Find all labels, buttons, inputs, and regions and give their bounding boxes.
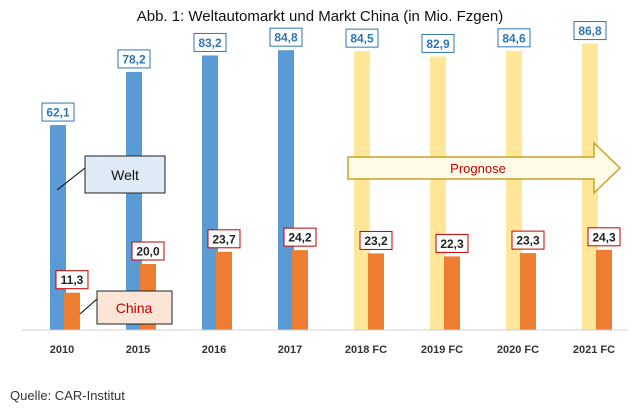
data-label-box-china xyxy=(131,241,165,261)
data-label-box-welt xyxy=(193,32,227,52)
legend-china-box xyxy=(96,290,173,325)
data-label-box-welt xyxy=(269,27,303,47)
data-label-china: 23,2 xyxy=(364,234,388,248)
x-tick-label: 2010 xyxy=(50,344,74,356)
data-label-box-china xyxy=(359,230,393,250)
bar-china xyxy=(596,249,612,330)
data-label-china: 20,0 xyxy=(136,245,160,259)
data-label-china: 23,3 xyxy=(516,234,540,248)
data-label-box-welt xyxy=(345,28,379,48)
legend-welt-label: Welt xyxy=(111,167,139,183)
data-label-box-china xyxy=(511,230,545,250)
data-label-welt: 84,8 xyxy=(274,31,298,45)
bar-welt xyxy=(50,125,66,330)
data-label-welt: 62,1 xyxy=(46,106,70,120)
bar-welt xyxy=(430,56,446,331)
bar-welt xyxy=(202,55,218,330)
data-label-box-welt xyxy=(497,28,531,48)
data-label-welt: 83,2 xyxy=(198,36,222,50)
source-note: Quelle: CAR-Institut xyxy=(10,388,125,403)
bar-welt xyxy=(582,43,598,331)
data-label-welt: 84,6 xyxy=(502,31,526,45)
bar-china xyxy=(520,253,536,330)
data-label-box-china xyxy=(207,229,241,249)
bar-china xyxy=(216,251,232,330)
bar-china xyxy=(64,292,80,330)
x-tick-label: 2017 xyxy=(278,344,302,356)
data-label-china: 23,7 xyxy=(212,232,236,246)
bar-welt xyxy=(354,51,370,331)
data-label-box-china xyxy=(283,227,317,247)
data-label-china: 24,3 xyxy=(592,230,616,244)
bar-china xyxy=(444,256,460,330)
bar-china xyxy=(292,250,308,330)
data-label-box-welt xyxy=(117,49,151,69)
x-tick-label: 2019 FC xyxy=(421,344,463,356)
x-tick-label: 2020 FC xyxy=(497,344,539,356)
data-label-welt: 78,2 xyxy=(122,52,146,66)
data-label-box-welt xyxy=(421,33,455,53)
bar-welt xyxy=(278,50,294,330)
data-label-box-china xyxy=(55,270,89,290)
data-label-box-welt xyxy=(573,21,607,41)
bar-welt xyxy=(126,71,142,330)
x-tick-label: 2018 FC xyxy=(345,344,387,356)
legend-welt-pointer xyxy=(56,167,86,191)
data-label-welt: 84,5 xyxy=(350,32,374,46)
forecast-annotation: Prognose xyxy=(450,161,506,176)
data-label-china: 11,3 xyxy=(61,273,84,287)
bar-welt xyxy=(506,50,522,330)
data-label-china: 22,3 xyxy=(440,237,464,251)
data-label-welt: 82,9 xyxy=(426,37,450,51)
data-label-china: 24,2 xyxy=(288,231,312,245)
data-label-box-china xyxy=(435,233,469,253)
legend-china-pointer xyxy=(79,298,98,315)
data-label-box-welt xyxy=(41,102,75,122)
x-tick-label: 2015 xyxy=(126,344,150,356)
data-label-box-china xyxy=(587,227,621,247)
data-label-welt: 86,8 xyxy=(578,24,602,38)
legend-china-label: China xyxy=(116,300,153,316)
x-tick-label: 2021 FC xyxy=(573,344,615,356)
x-tick-label: 2016 xyxy=(202,344,226,356)
bar-china xyxy=(368,253,384,330)
forecast-arrow xyxy=(347,141,622,195)
legend-welt-box xyxy=(84,155,166,194)
bar-chart: 62,1 11,3 78,2 20,0 83,2 23,7 84,8 24,2 84,5 23,2… xyxy=(22,21,628,356)
chart-title: Abb. 1: Weltautomarkt und Markt China (i… xyxy=(136,8,504,25)
